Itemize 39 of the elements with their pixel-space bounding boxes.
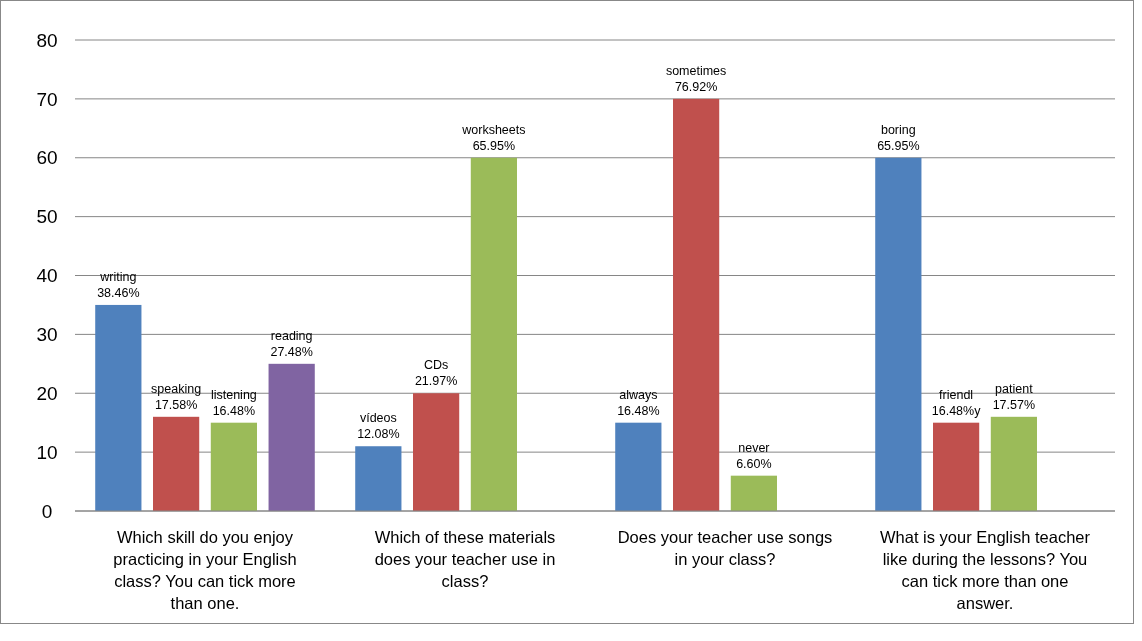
data-label: worksheets 65.95% [461,122,526,153]
bar [933,422,980,511]
bar [153,416,200,511]
bar [990,416,1037,511]
data-label: never 6.60% [736,440,772,471]
bar [615,422,662,511]
y-tick-label: 20 [36,382,58,404]
bar [673,98,720,511]
y-tick-label: 80 [36,29,58,51]
y-tick-label: 60 [36,147,58,169]
data-label: vídeos 12.08% [357,411,400,442]
x-tick-label: Does your teacher use songs in your class? [617,528,833,568]
x-tick-label: Which skill do you enjoy practicing in your English class? You can tick more than one. [113,528,297,612]
data-label: friendl 16.48%y [931,387,982,418]
data-label: CDs 21.97% [414,358,458,389]
x-tick-label: Which of these materials does your teacher use in class? [374,528,556,590]
data-label: writing 38.46% [97,269,140,300]
x-tick-label: What is your English teacher like during the lessons? You can tick more than one answer. [879,528,1091,612]
bar [470,157,517,511]
bar [210,422,257,511]
y-tick-label: 70 [36,88,58,110]
bar [355,446,402,511]
y-tick-label: 40 [36,265,58,287]
data-label: always 16.48% [617,387,660,418]
data-label: reading 27.48% [270,328,313,359]
bar [95,304,142,511]
bar [875,157,922,511]
bar [268,363,315,511]
data-label: speaking 17.58% [151,381,202,412]
bar [730,475,777,511]
bar [413,393,460,511]
data-label: sometimes 76.92% [665,63,727,94]
data-label: boring 65.95% [877,122,920,153]
data-label: listening 16.48% [210,387,257,418]
y-tick-label: 50 [36,206,58,228]
y-tick-label: 0 [41,500,53,522]
y-tick-label: 10 [36,441,58,463]
data-label: patient 17.57% [992,381,1036,412]
y-tick-label: 30 [36,324,58,346]
